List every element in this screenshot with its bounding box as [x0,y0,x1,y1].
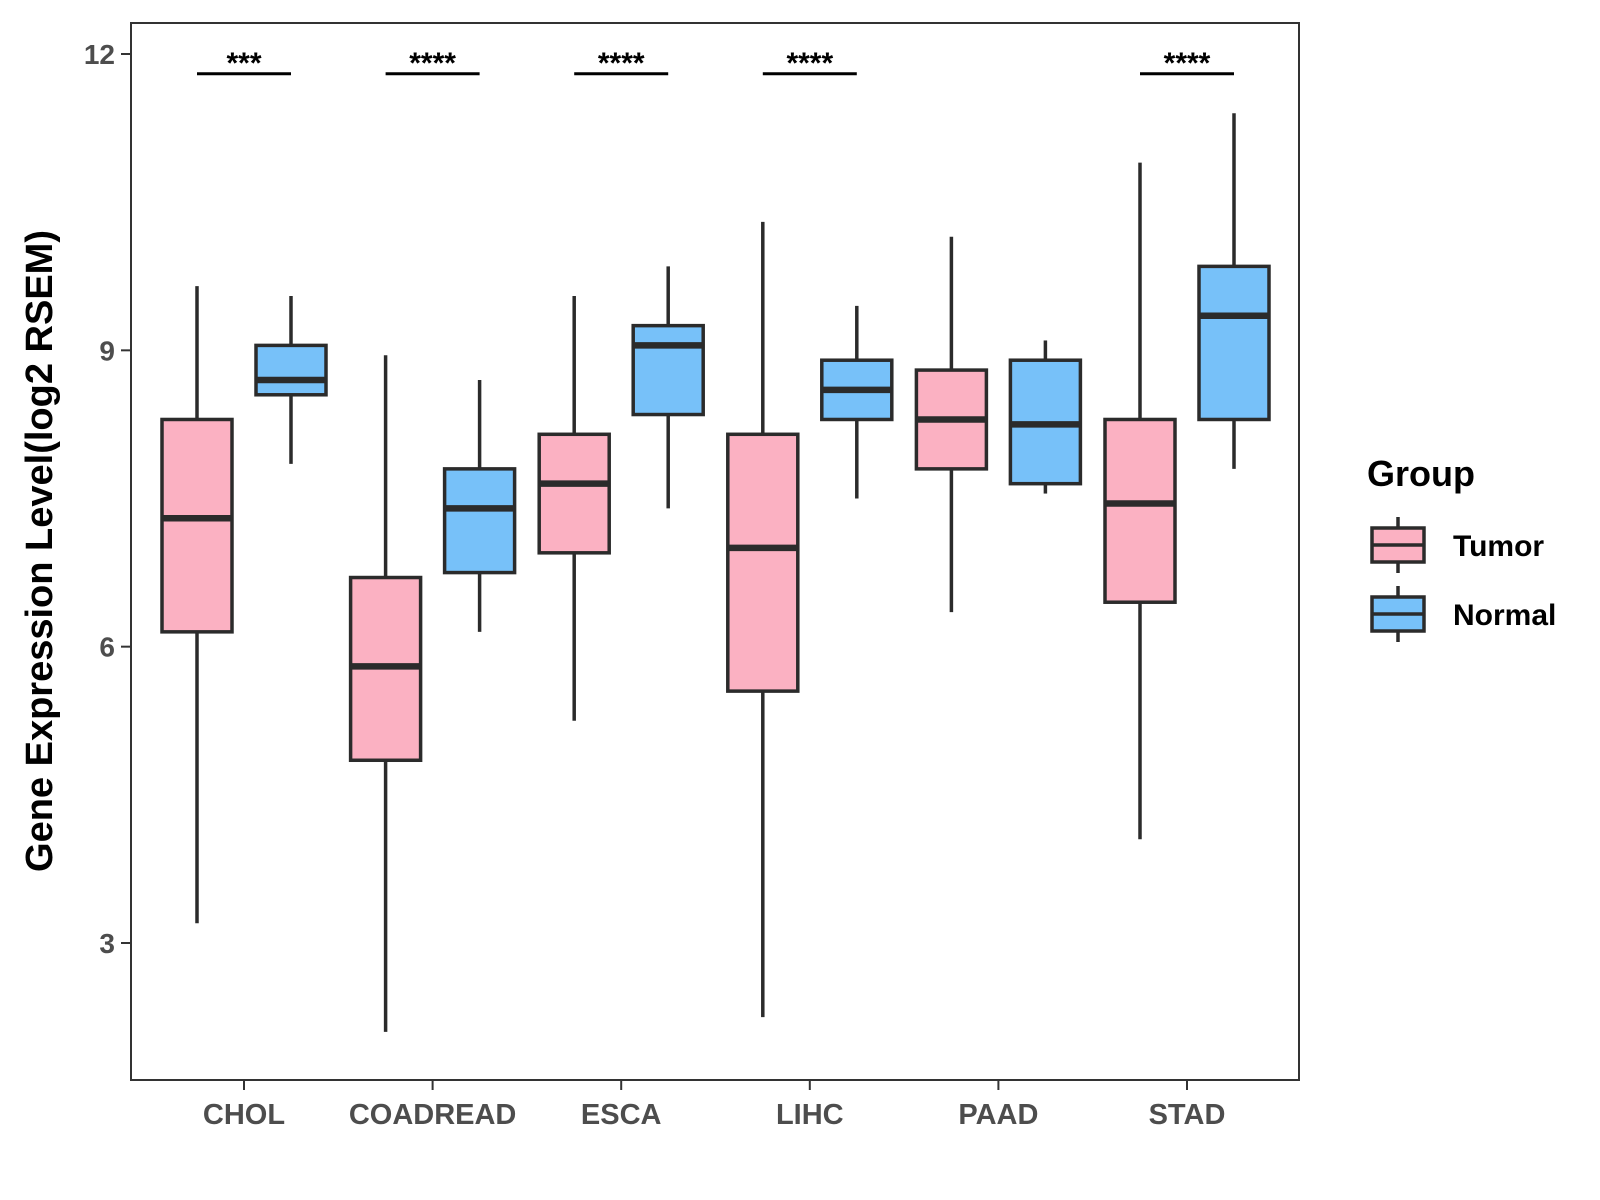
y-tick-label: 12 [84,39,115,70]
box-tumor-paad [914,236,989,613]
significance-label: **** [1164,47,1211,80]
box-normal-esca [631,266,705,509]
x-tick-label-paad: PAAD [958,1099,1038,1131]
box-iqr [1197,264,1271,422]
box-iqr [442,467,517,575]
legend: Group Tumor Normal [1367,453,1556,642]
legend-entry-normal: Normal [1370,586,1556,642]
box-tumor-stad [1103,162,1177,840]
box-normal-stad [1197,113,1271,469]
box-iqr [537,432,611,555]
boxes-layer [160,113,1271,1032]
y-axis: 3 6 9 12 [84,39,131,959]
box-tumor-coadread [348,355,423,1032]
significance-label: *** [226,47,261,80]
x-tick-label-lihc: LIHC [776,1099,844,1131]
box-normal-coadread [442,379,517,632]
box-normal-lihc [820,305,894,499]
x-tick-label-coadread: COADREAD [349,1099,517,1131]
legend-label: Normal [1453,599,1556,632]
box-normal-chol [254,296,328,464]
x-tick-label-stad: STAD [1149,1099,1226,1131]
significance-layer: *** **** **** **** **** [197,47,1234,80]
box-iqr [254,343,328,397]
significance-label: **** [786,47,833,80]
legend-title: Group [1367,453,1475,494]
box-iqr [160,417,234,634]
box-tumor-lihc [726,221,800,1018]
box-tumor-chol [160,286,234,924]
legend-label: Tumor [1453,530,1544,563]
x-axis: CHOL COADREAD ESCA LIHC PAAD STAD [203,1080,1225,1131]
x-tick-label-chol: CHOL [203,1099,285,1131]
box-iqr [1103,417,1177,604]
box-normal-paad [1008,340,1083,494]
y-axis-title: Gene Expression Level(log2 RSEM) [19,230,61,872]
box-tumor-esca [537,296,611,721]
legend-entry-tumor: Tumor [1370,517,1544,573]
y-tick-label: 3 [99,928,115,959]
significance-label: **** [598,47,645,80]
significance-label: **** [409,47,456,80]
y-tick-label: 9 [99,335,115,366]
x-tick-label-esca: ESCA [581,1099,662,1131]
y-tick-label: 6 [99,632,115,663]
box-iqr [726,432,800,693]
box-iqr [631,323,705,417]
